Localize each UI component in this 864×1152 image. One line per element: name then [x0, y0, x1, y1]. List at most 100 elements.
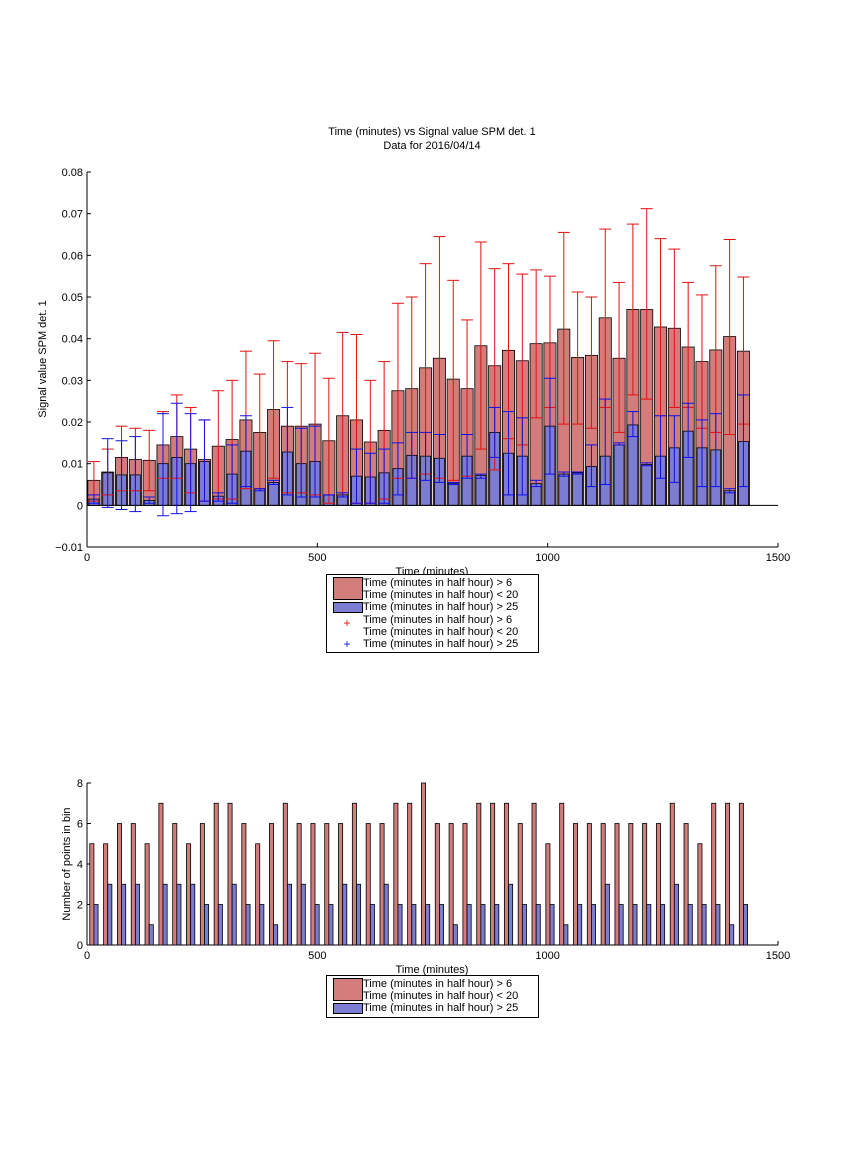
bar-blue — [632, 904, 638, 946]
bar-red — [434, 823, 440, 946]
bar-red — [296, 823, 302, 946]
bar-blue — [328, 904, 334, 946]
legend-label: Time (minutes in half hour) > 6 Time (mi… — [363, 577, 519, 601]
bar-blue — [148, 924, 154, 946]
legend-swatch-red — [333, 978, 363, 1001]
bar-blue — [342, 883, 348, 946]
bottom-legend: Time (minutes in half hour) > 6 Time (mi… — [326, 975, 539, 1018]
bar-blue — [660, 904, 666, 946]
top-y-axis-label: Signal value SPM det. 1 — [37, 300, 49, 417]
bar-blue — [613, 444, 625, 506]
bar-blue — [259, 904, 265, 946]
bar-blue — [425, 904, 431, 946]
chart-title: Time (minutes) vs Signal value SPM det. … — [328, 126, 535, 138]
legend-label: Time (minutes in half hour) > 25 — [363, 1002, 519, 1014]
bar-red — [144, 843, 150, 946]
bar-blue — [577, 904, 583, 946]
x-tick-label: 1500 — [766, 552, 790, 564]
bar-red — [614, 823, 620, 946]
bar-red — [130, 823, 136, 946]
bar-blue — [190, 883, 196, 946]
bar-red — [393, 802, 399, 946]
bar-blue — [439, 904, 444, 946]
bar-blue — [268, 482, 279, 506]
bar-red — [711, 802, 717, 946]
bar-red — [310, 823, 316, 946]
bar-blue — [447, 482, 459, 506]
bar-red — [697, 843, 703, 946]
bar-red — [559, 802, 565, 946]
bar-blue — [673, 883, 679, 946]
bar-red — [573, 823, 579, 946]
bar-red — [158, 802, 164, 946]
bar-blue — [217, 904, 223, 946]
bottom-x-axis-label: Time (minutes) — [396, 964, 469, 976]
bar-blue — [521, 904, 527, 946]
bar-red — [642, 823, 648, 946]
bar-red — [503, 802, 509, 946]
x-tick-label: 1000 — [535, 552, 559, 564]
bar-blue — [134, 883, 140, 946]
bar-blue — [572, 472, 583, 506]
top-legend: Time (minutes in half hour) > 6 Time (mi… — [326, 574, 539, 653]
bar-blue — [480, 904, 486, 946]
legend-label: Time (minutes in half hour) > 6 Time (mi… — [363, 614, 519, 638]
x-tick-label: 500 — [308, 950, 326, 962]
bar-blue — [245, 904, 251, 946]
bar-red — [338, 823, 344, 946]
bar-blue — [300, 883, 306, 946]
bar-blue — [604, 883, 610, 946]
bar-blue — [549, 904, 555, 946]
bar-blue — [162, 883, 168, 946]
bar-red — [324, 823, 330, 946]
bar-red — [545, 843, 551, 946]
bar-blue — [466, 904, 472, 946]
bar-blue — [563, 924, 569, 946]
x-tick-label: 1500 — [766, 950, 790, 962]
y-tick-label: 0.02 — [62, 417, 83, 429]
legend-swatch-blue — [333, 1003, 363, 1014]
y-tick-label: 0.08 — [62, 167, 83, 179]
bar-red — [490, 802, 496, 946]
bar-blue — [743, 904, 748, 946]
bar-red — [683, 823, 689, 946]
bar-blue — [618, 904, 624, 946]
bar-red — [517, 823, 523, 946]
bar-blue — [397, 904, 403, 946]
bar-blue — [475, 474, 487, 506]
bar-red — [628, 823, 634, 946]
legend-entry-blue-errorbar: + Time (minutes in half hour) > 25 — [331, 638, 534, 650]
bar-red — [103, 843, 109, 946]
y-tick-label: 6 — [77, 819, 83, 831]
legend-label: Time (minutes in half hour) > 25 — [363, 601, 519, 613]
legend-entry-blue-bar: Time (minutes in half hour) > 25 — [331, 1002, 534, 1015]
bar-blue — [641, 464, 653, 506]
bar-blue — [508, 883, 514, 946]
bar-red — [269, 823, 274, 946]
bar-red — [462, 823, 468, 946]
legend-swatch-red — [333, 577, 363, 600]
bar-blue — [729, 924, 735, 946]
legend-label: Time (minutes in half hour) > 6 Time (mi… — [363, 978, 519, 1002]
x-tick-label: 0 — [84, 552, 90, 564]
bar-blue — [204, 904, 210, 946]
bar-blue — [314, 904, 320, 946]
bar-blue — [273, 924, 279, 946]
bar-blue — [411, 904, 417, 946]
y-tick-label: 0.03 — [62, 375, 83, 387]
x-tick-label: 500 — [308, 552, 326, 564]
legend-entry-red-errorbar: + Time (minutes in half hour) > 6 Time (… — [331, 614, 534, 638]
y-tick-label: 0.07 — [62, 209, 83, 221]
bar-red — [586, 823, 592, 946]
legend-entry-red-bar: Time (minutes in half hour) > 6 Time (mi… — [331, 577, 534, 601]
bar-red — [186, 843, 192, 946]
bar-red — [172, 823, 178, 946]
bar-red — [738, 802, 744, 946]
legend-label: Time (minutes in half hour) > 25 — [363, 638, 519, 650]
bar-red — [600, 823, 606, 946]
bar-blue — [369, 904, 375, 946]
bar-red — [89, 843, 95, 946]
legend-entry-red-bar: Time (minutes in half hour) > 6 Time (mi… — [331, 978, 534, 1002]
